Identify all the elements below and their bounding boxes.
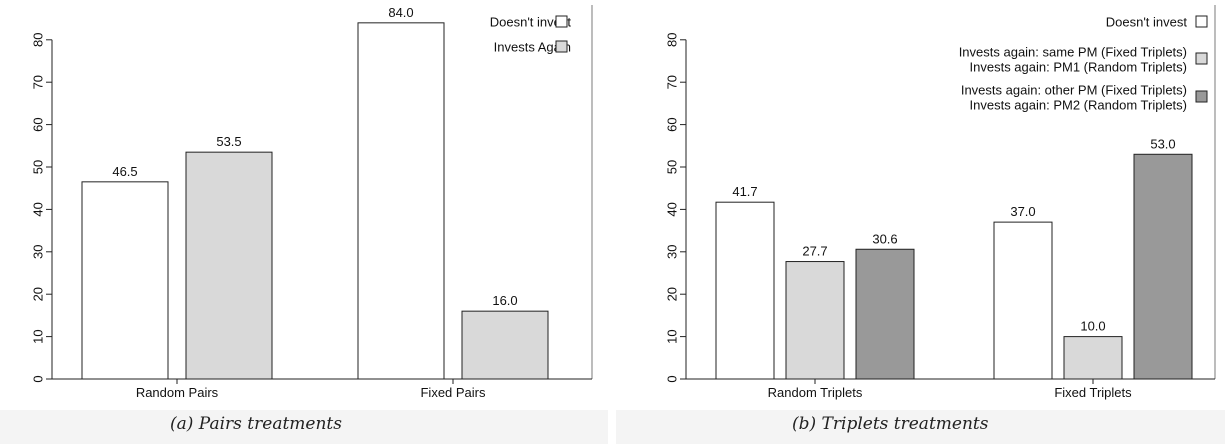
bar-1-0 [993, 221, 1053, 380]
bar-0-1 [785, 261, 845, 380]
legend-label: Invests Again [494, 40, 571, 55]
bar-value-label: 46.5 [112, 164, 137, 179]
bar-0-2 [855, 248, 915, 380]
legend-label: Doesn't invest [490, 15, 572, 30]
legend-label: Invests again: other PM (Fixed Triplets) [961, 83, 1187, 98]
bar-1-2 [1133, 153, 1193, 380]
x-tick-label: Fixed Triplets [1054, 385, 1132, 400]
bar-value-label: 53.5 [216, 134, 241, 149]
chart-panel-1: 0 10 20 30 40 50 60 70 80 41.7 27.7 30.6 Random Trip… [665, 5, 1216, 400]
y-tick-label: 0 [31, 375, 46, 382]
y-tick-label: 10 [31, 329, 46, 343]
chart-panel-0: 0 10 20 30 40 50 60 70 80 46.5 53.5 Random Pairs 84.… [31, 5, 593, 400]
x-tick-label: Random Triplets [768, 385, 863, 400]
caption-band-b [616, 410, 1225, 444]
bar-value-label: 53.0 [1150, 136, 1175, 151]
caption-a: (a) Pairs treatments [170, 414, 342, 434]
bar-1-1 [1063, 336, 1123, 380]
y-tick-label: 30 [31, 245, 46, 259]
legend-label: Doesn't invest [1106, 15, 1188, 30]
y-tick-label: 80 [31, 33, 46, 47]
legend-label: Invests again: PM1 (Random Triplets) [970, 60, 1187, 75]
bar-0-0 [715, 201, 775, 380]
figure: 0 10 20 30 40 50 60 70 80 46.5 53.5 Random Pairs 84.… [31, 5, 1216, 400]
caption-band-a [0, 410, 608, 444]
bar-0-0 [81, 181, 169, 380]
y-tick-label: 20 [31, 287, 46, 301]
bar-value-label: 84.0 [388, 5, 413, 20]
y-tick-label: 40 [665, 202, 680, 216]
bar-value-label: 30.6 [872, 231, 897, 246]
y-tick-label: 70 [665, 75, 680, 89]
legend-swatch [1195, 15, 1208, 28]
y-tick-label: 30 [665, 245, 680, 259]
bar-0-1 [185, 151, 273, 380]
bar-value-label: 10.0 [1080, 319, 1105, 334]
bar-value-label: 27.7 [802, 244, 827, 259]
bar-value-label: 37.0 [1010, 204, 1035, 219]
bar-value-label: 41.7 [732, 184, 757, 199]
legend-swatch [1195, 90, 1208, 103]
y-tick-label: 70 [31, 75, 46, 89]
legend-swatch [1195, 52, 1208, 65]
legend-label: Invests again: same PM (Fixed Triplets) [959, 45, 1187, 60]
y-tick-label: 50 [31, 160, 46, 174]
y-tick-label: 50 [665, 160, 680, 174]
legend-label: Invests again: PM2 (Random Triplets) [970, 98, 1187, 113]
caption-b: (b) Triplets treatments [792, 414, 989, 434]
x-tick-label: Random Pairs [136, 385, 219, 400]
legend-swatch [555, 40, 568, 53]
bar-1-1 [461, 310, 549, 380]
y-tick-label: 10 [665, 329, 680, 343]
y-tick-label: 80 [665, 33, 680, 47]
y-tick-label: 60 [31, 117, 46, 131]
bar-value-label: 16.0 [492, 293, 517, 308]
y-tick-label: 20 [665, 287, 680, 301]
bar-1-0 [357, 22, 445, 380]
y-tick-label: 40 [31, 202, 46, 216]
legend-swatch [555, 15, 568, 28]
y-tick-label: 60 [665, 117, 680, 131]
x-tick-label: Fixed Pairs [420, 385, 486, 400]
y-tick-label: 0 [665, 375, 680, 382]
